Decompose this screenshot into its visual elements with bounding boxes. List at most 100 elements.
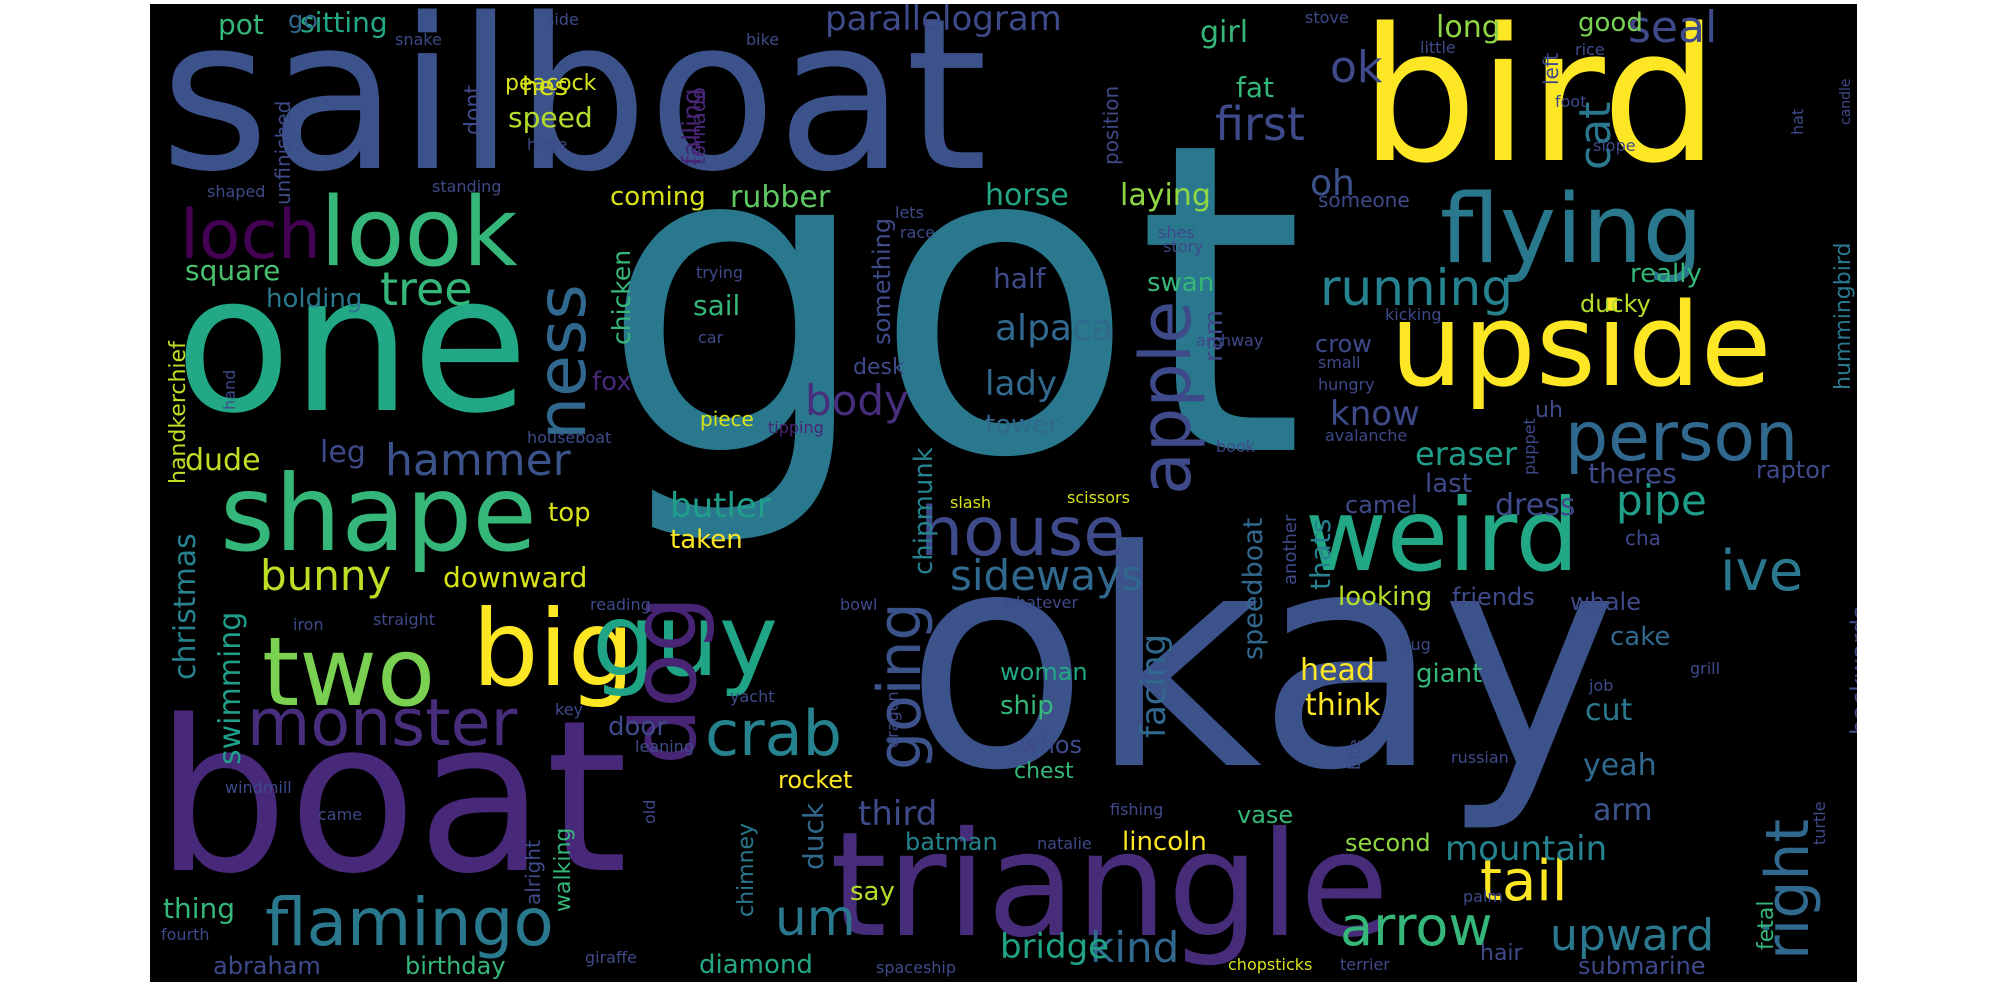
word-camel: camel xyxy=(1345,491,1418,519)
word-hair: hair xyxy=(1480,941,1524,966)
word-alright: alright xyxy=(521,840,545,905)
word-archway: archway xyxy=(1196,331,1263,350)
word-know: know xyxy=(1330,394,1420,434)
word-something: something xyxy=(868,218,896,345)
word-thing: thing xyxy=(163,892,235,925)
word-shaped: shaped xyxy=(207,182,265,201)
word-speedboat: speedboat xyxy=(1238,518,1269,660)
word-tipping: tipping xyxy=(768,418,824,437)
word-bird: bird xyxy=(1360,4,1719,204)
word-chopsticks: chopsticks xyxy=(1228,955,1312,974)
word-top: top xyxy=(548,498,591,528)
word-last: last xyxy=(1425,469,1472,499)
word-say: say xyxy=(850,877,895,907)
word-another: another xyxy=(1280,514,1301,585)
word-handkerchief: handkerchief xyxy=(166,340,191,484)
word-sideways: sideways xyxy=(950,551,1143,600)
word-sail: sail xyxy=(693,289,740,322)
word-terrier: terrier xyxy=(1340,955,1390,974)
word-chipmunk: chipmunk xyxy=(909,447,939,575)
word-yeah: yeah xyxy=(1583,748,1657,783)
word-alpaca: alpaca xyxy=(995,308,1114,349)
word-go: go xyxy=(288,6,318,34)
word-desk: desk xyxy=(853,355,905,380)
word-long: long xyxy=(1436,10,1501,45)
word-dont: dont xyxy=(461,85,486,135)
word-spaceship: spaceship xyxy=(876,958,956,977)
word-unfinished: unfinished xyxy=(271,101,295,205)
word-body: body xyxy=(805,376,909,425)
word-lincoln: lincoln xyxy=(1122,827,1207,857)
word-huge: huge xyxy=(527,135,567,154)
word-two: two xyxy=(262,618,435,728)
word-head: head xyxy=(1300,653,1375,688)
word-person: person xyxy=(1565,398,1798,477)
word-cat: cat xyxy=(1570,102,1621,170)
word-snake: snake xyxy=(395,30,442,49)
word-tree: tree xyxy=(380,262,473,316)
word-rocket: rocket xyxy=(778,766,852,794)
word-tower: tower xyxy=(985,410,1059,440)
word-eraser: eraser xyxy=(1415,435,1518,473)
word-slope: slope xyxy=(1593,136,1636,155)
word-whos: whos xyxy=(1020,731,1082,759)
word-old: old xyxy=(640,800,659,824)
word-hammer: hammer xyxy=(385,435,572,486)
word-door: door xyxy=(608,712,667,742)
word-trying: trying xyxy=(696,263,743,282)
word-kicking: kicking xyxy=(1385,305,1442,324)
cloud-background xyxy=(150,4,1857,982)
word-whatever: whatever xyxy=(1003,593,1078,612)
word-fishing: fishing xyxy=(1110,800,1163,819)
word-raptor: raptor xyxy=(1756,456,1830,484)
word-swan: swan xyxy=(1147,268,1214,298)
word-puppet: puppet xyxy=(1520,418,1539,475)
word-tail: tail xyxy=(1480,849,1567,914)
word-big: big xyxy=(472,588,634,710)
word-giant: giant xyxy=(1416,659,1482,689)
word-submarine: submarine xyxy=(1578,952,1706,980)
word-taken: taken xyxy=(670,525,743,555)
word-houseboat: houseboat xyxy=(527,428,611,447)
word-holding: holding xyxy=(266,284,362,314)
word-piece: piece xyxy=(700,407,754,431)
word-backwards: backwards xyxy=(1846,606,1857,735)
word-good: good xyxy=(1578,8,1643,38)
word-came: came xyxy=(318,805,362,824)
word-looking: looking xyxy=(1338,582,1432,612)
word-fetal: fetal xyxy=(1754,901,1779,951)
word-seal: seal xyxy=(1628,4,1717,53)
word-theres: theres xyxy=(1588,457,1677,490)
word-chimney: chimney xyxy=(734,823,759,917)
word-shape: shape xyxy=(220,453,537,575)
word-mountain: mountain xyxy=(1445,829,1607,869)
word-little: little xyxy=(1420,38,1456,57)
word-avalanche: avalanche xyxy=(1325,426,1407,445)
word-crab: crab xyxy=(705,697,842,770)
word-car: car xyxy=(698,328,724,347)
word-left: left xyxy=(1539,52,1563,85)
word-downward: downward xyxy=(443,561,587,594)
word-story: story xyxy=(1163,237,1203,256)
word-candle: candle xyxy=(1838,78,1854,125)
word-flying: flying xyxy=(1440,175,1703,285)
word-sailboat: sailboat xyxy=(160,4,988,218)
word-sitting: sitting xyxy=(300,6,388,39)
word-book: book xyxy=(1216,437,1256,456)
word-turtle: turtle xyxy=(1810,801,1829,845)
word-reading: reading xyxy=(590,595,651,614)
word-third: third xyxy=(858,794,937,834)
word-position: position xyxy=(1099,86,1123,165)
word-hungry: hungry xyxy=(1318,375,1375,394)
word-ness: ness xyxy=(523,284,602,440)
word-race: race xyxy=(900,223,935,242)
word-hat: hat xyxy=(1788,109,1807,135)
word-falling: falling xyxy=(677,88,706,165)
word-ship: ship xyxy=(1000,691,1054,721)
word-lady: lady xyxy=(985,364,1057,404)
word-chest: chest xyxy=(1014,759,1074,784)
word-thats: thats xyxy=(1304,519,1337,590)
word-ram: ram xyxy=(1199,310,1229,362)
word-laying: laying xyxy=(1120,178,1211,213)
